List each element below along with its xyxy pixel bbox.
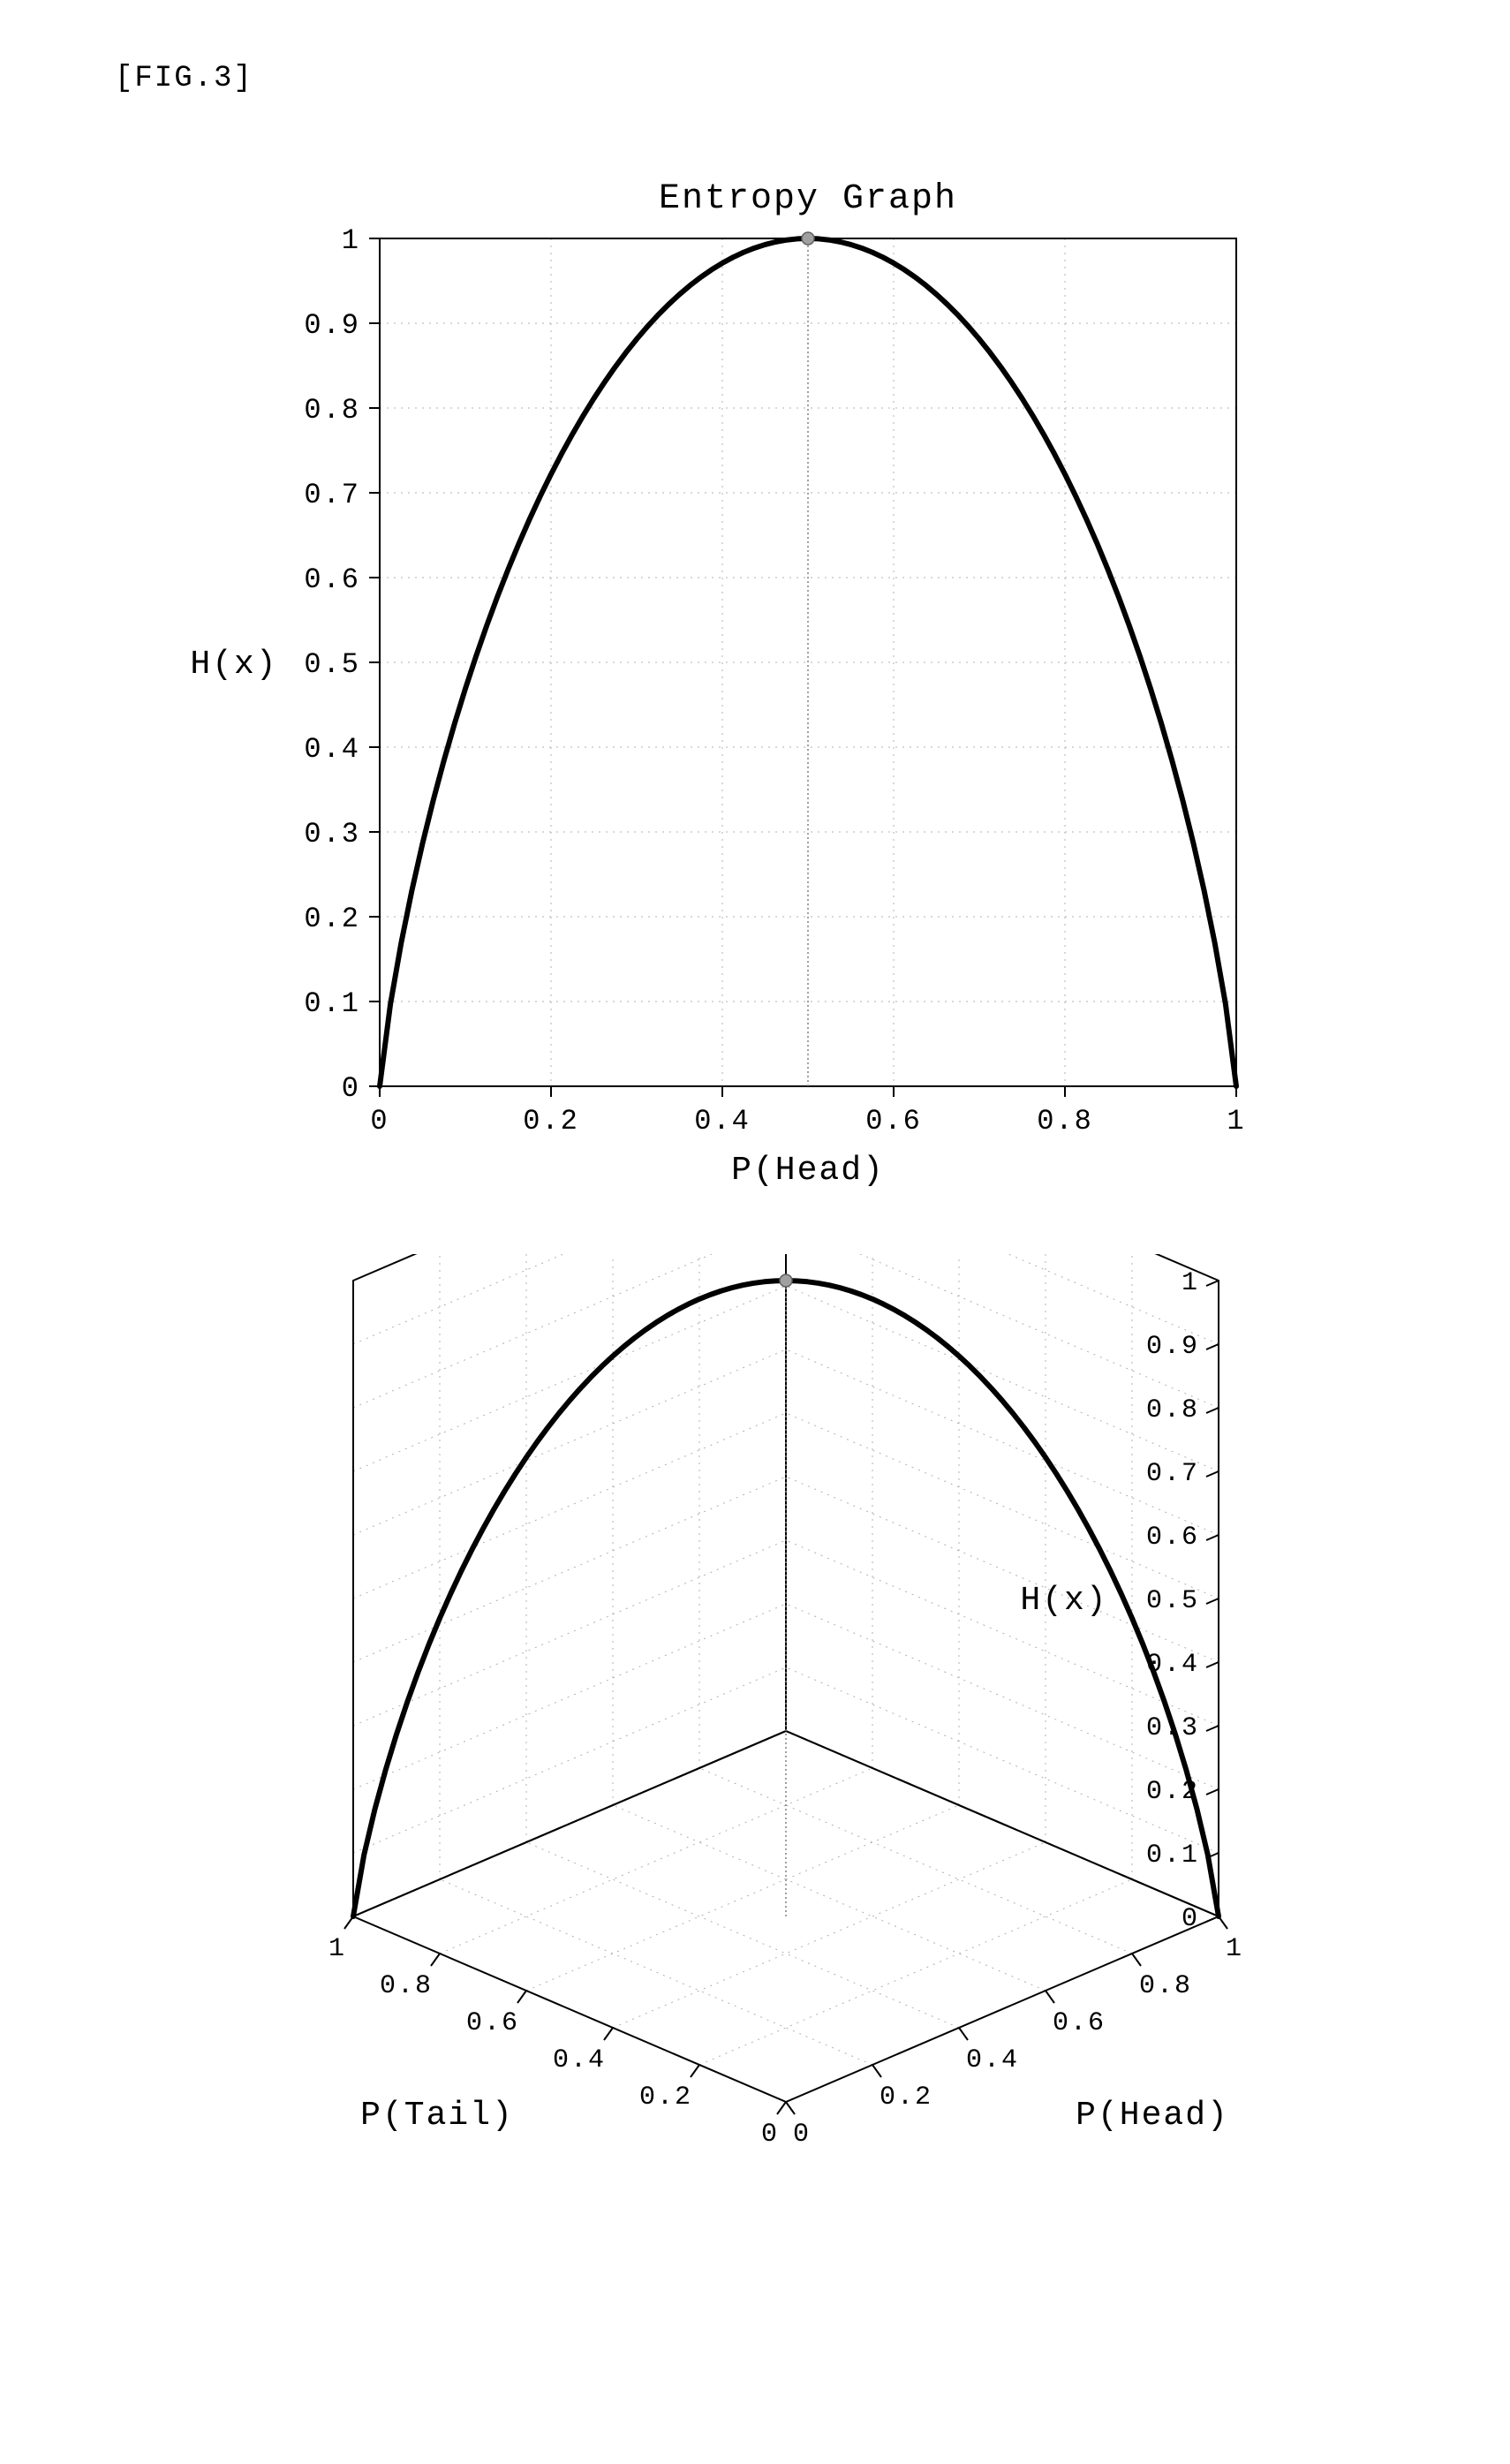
svg-text:H(x): H(x) — [190, 646, 277, 684]
svg-text:0.6: 0.6 — [865, 1105, 922, 1138]
svg-text:0.9: 0.9 — [1146, 1332, 1199, 1362]
svg-text:0.4: 0.4 — [304, 733, 360, 766]
svg-text:0.9: 0.9 — [304, 309, 360, 342]
svg-text:0.4: 0.4 — [966, 2045, 1019, 2075]
svg-text:1: 1 — [342, 224, 360, 257]
svg-text:Entropy Graph: Entropy Graph — [659, 179, 957, 219]
svg-text:P(Head): P(Head) — [731, 1152, 885, 1190]
entropy-2d-chart: Entropy Graph 0 0.2 0.4 0.6 0.8 1 0 0.1 0.2 0.3 0.4… — [185, 168, 1325, 1201]
svg-text:0.1: 0.1 — [304, 987, 360, 1020]
svg-text:P(Tail): P(Tail) — [360, 2097, 514, 2135]
svg-text:0.7: 0.7 — [1146, 1459, 1199, 1489]
svg-text:H(x): H(x) — [1020, 1582, 1107, 1620]
svg-text:0: 0 — [793, 2120, 811, 2150]
svg-text:0.2: 0.2 — [304, 903, 360, 935]
svg-text:0: 0 — [761, 2120, 779, 2150]
svg-text:0.5: 0.5 — [1146, 1586, 1199, 1616]
svg-text:0.8: 0.8 — [1139, 1971, 1192, 2001]
svg-text:0.8: 0.8 — [1146, 1395, 1199, 1425]
svg-text:0.8: 0.8 — [380, 1971, 433, 2001]
svg-text:1: 1 — [1226, 1934, 1243, 1964]
svg-text:0.6: 0.6 — [466, 2008, 519, 2038]
svg-text:0.7: 0.7 — [304, 479, 360, 511]
svg-text:0.6: 0.6 — [1053, 2008, 1106, 2038]
svg-text:0.2: 0.2 — [880, 2082, 932, 2113]
svg-text:0: 0 — [370, 1105, 389, 1138]
entropy-3d-chart: 00.10.20.30.40.50.60.70.80.9100.20.40.60… — [106, 1254, 1413, 2393]
svg-text:0.6: 0.6 — [304, 563, 360, 596]
svg-text:0.5: 0.5 — [304, 648, 360, 681]
svg-text:0.8: 0.8 — [1037, 1105, 1093, 1138]
svg-text:0.6: 0.6 — [1146, 1523, 1199, 1553]
svg-text:0.4: 0.4 — [694, 1105, 751, 1138]
svg-text:0.2: 0.2 — [523, 1105, 579, 1138]
svg-text:1: 1 — [1182, 1268, 1199, 1298]
svg-text:0.2: 0.2 — [639, 2082, 692, 2113]
figure-label: [FIG.3] — [115, 62, 253, 95]
svg-text:0: 0 — [1182, 1904, 1199, 1934]
svg-text:P(Head): P(Head) — [1076, 2097, 1229, 2135]
svg-text:0.4: 0.4 — [553, 2045, 606, 2075]
svg-text:0.1: 0.1 — [1146, 1840, 1199, 1871]
svg-text:0.8: 0.8 — [304, 394, 360, 427]
svg-text:0: 0 — [342, 1072, 360, 1105]
svg-text:1: 1 — [1227, 1105, 1245, 1138]
svg-text:1: 1 — [328, 1934, 346, 1964]
svg-text:0.3: 0.3 — [304, 818, 360, 850]
